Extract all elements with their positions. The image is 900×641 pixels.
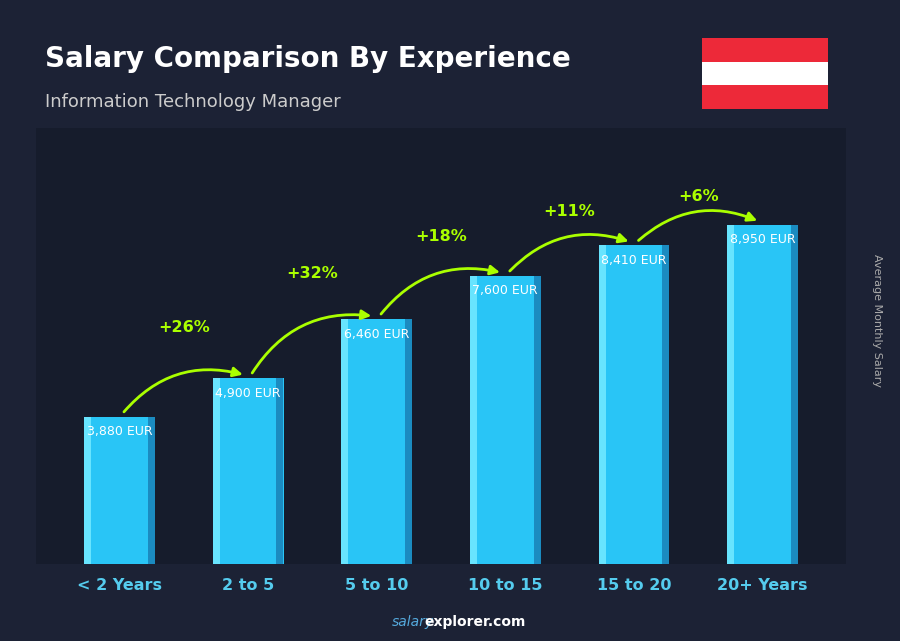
Text: +26%: +26% xyxy=(158,320,210,335)
Text: explorer.com: explorer.com xyxy=(425,615,526,629)
Text: salary: salary xyxy=(392,615,434,629)
Bar xyxy=(212,378,220,564)
Text: 3,880 EUR: 3,880 EUR xyxy=(86,426,152,438)
Bar xyxy=(341,319,412,564)
Bar xyxy=(148,417,155,564)
Bar xyxy=(470,276,477,564)
Bar xyxy=(598,246,670,564)
Text: 6,460 EUR: 6,460 EUR xyxy=(344,328,410,340)
Bar xyxy=(791,225,797,564)
Text: Salary Comparison By Experience: Salary Comparison By Experience xyxy=(45,45,571,73)
Text: Information Technology Manager: Information Technology Manager xyxy=(45,93,341,111)
Bar xyxy=(276,378,284,564)
Bar xyxy=(702,38,828,62)
Bar xyxy=(727,225,797,564)
Bar xyxy=(405,319,412,564)
Text: +11%: +11% xyxy=(544,204,596,219)
Bar xyxy=(85,417,91,564)
Text: Average Monthly Salary: Average Monthly Salary xyxy=(872,254,883,387)
Bar xyxy=(212,378,284,564)
Bar xyxy=(470,276,541,564)
Text: 4,900 EUR: 4,900 EUR xyxy=(215,387,281,400)
Bar xyxy=(702,62,828,85)
Text: 8,410 EUR: 8,410 EUR xyxy=(601,254,667,267)
Bar xyxy=(662,246,670,564)
Bar xyxy=(702,85,828,109)
Bar xyxy=(341,319,348,564)
Bar xyxy=(85,417,155,564)
Bar xyxy=(534,276,541,564)
Text: 7,600 EUR: 7,600 EUR xyxy=(472,285,538,297)
Bar xyxy=(727,225,734,564)
Text: +6%: +6% xyxy=(678,189,718,204)
Text: 8,950 EUR: 8,950 EUR xyxy=(730,233,796,246)
Bar xyxy=(598,246,606,564)
Text: +32%: +32% xyxy=(286,266,338,281)
Text: +18%: +18% xyxy=(415,229,467,244)
